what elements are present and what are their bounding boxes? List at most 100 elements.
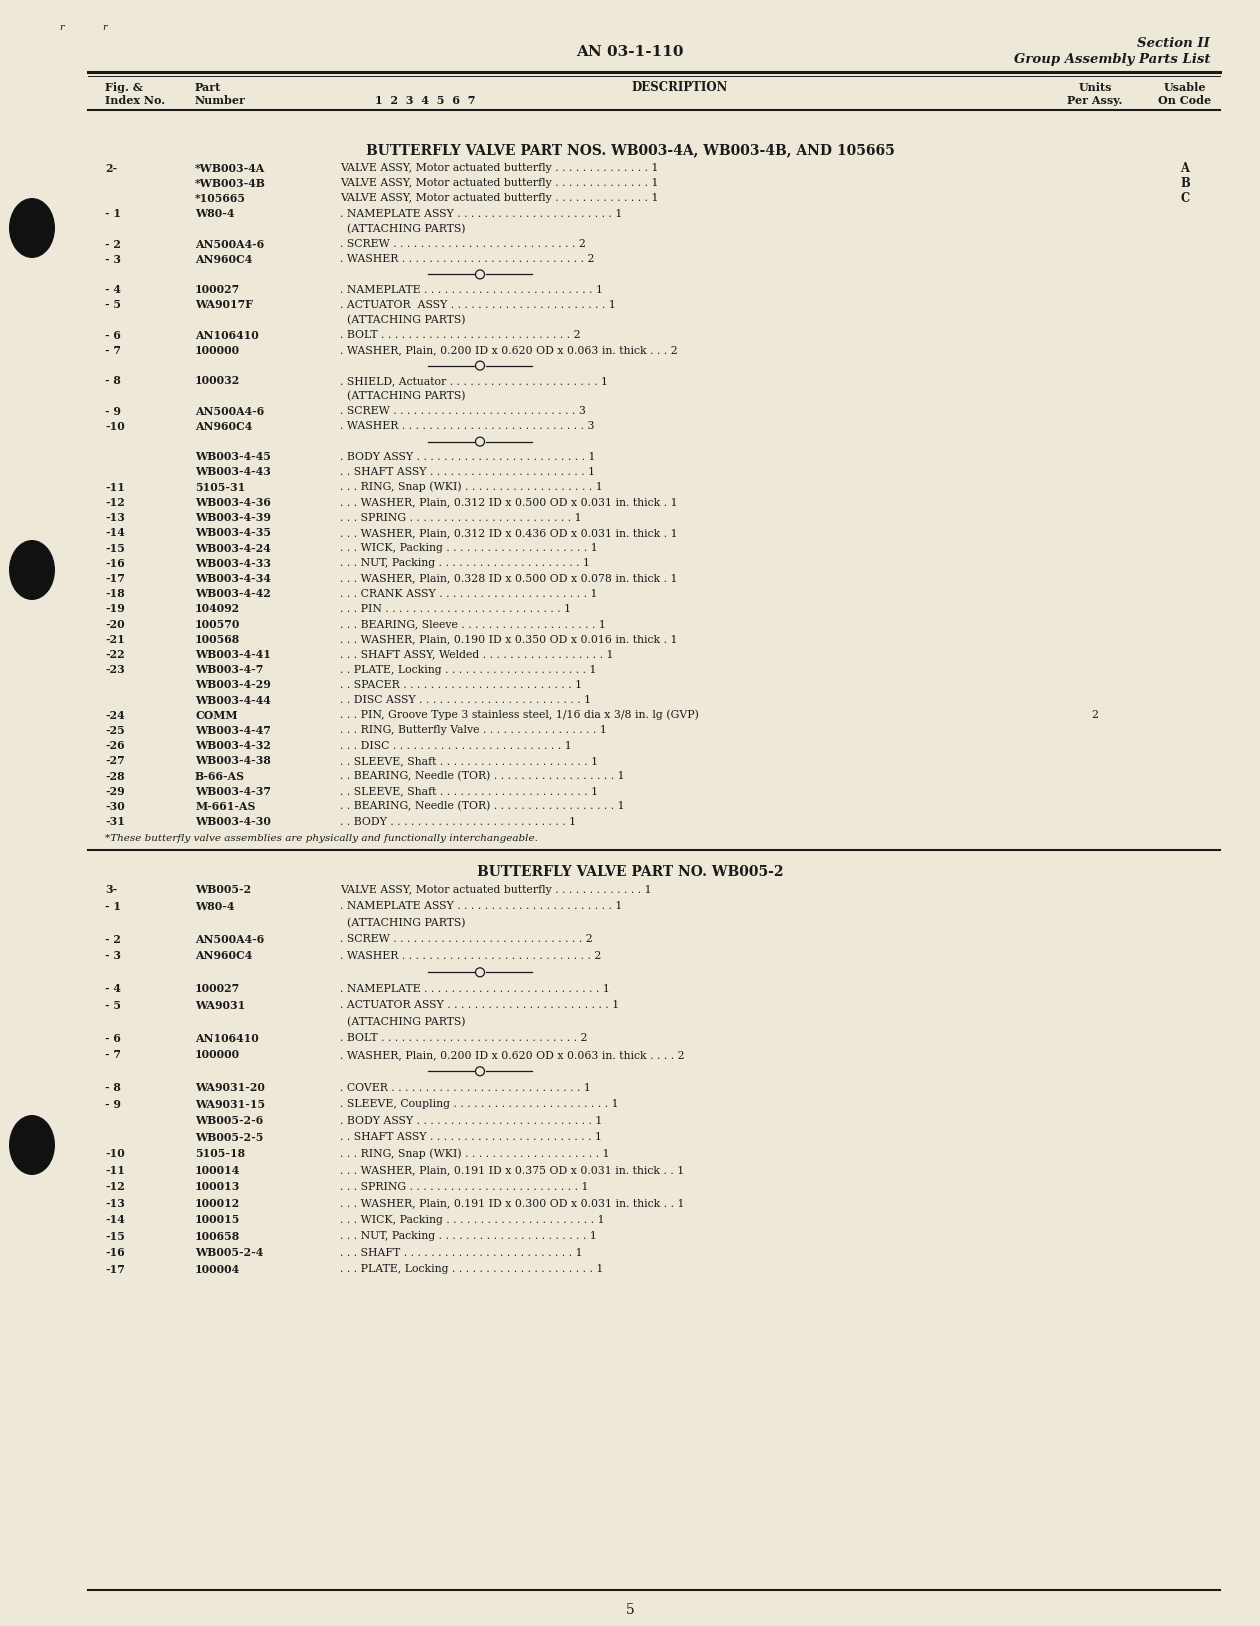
Text: . SCREW . . . . . . . . . . . . . . . . . . . . . . . . . . . . 2: . SCREW . . . . . . . . . . . . . . . . … <box>340 935 592 945</box>
Text: WB005-2-5: WB005-2-5 <box>195 1132 263 1143</box>
Text: - 6: - 6 <box>105 1033 121 1044</box>
Text: - 2: - 2 <box>105 933 121 945</box>
Text: WB003-4-44: WB003-4-44 <box>195 694 271 706</box>
Text: . . . WASHER, Plain, 0.191 ID x 0.300 OD x 0.031 in. thick . . 1: . . . WASHER, Plain, 0.191 ID x 0.300 OD… <box>340 1198 684 1208</box>
Text: -17: -17 <box>105 1263 125 1275</box>
Text: 100568: 100568 <box>195 634 241 644</box>
Text: BUTTERFLY VALVE PART NO. WB005-2: BUTTERFLY VALVE PART NO. WB005-2 <box>476 865 784 878</box>
Text: . ACTUATOR ASSY . . . . . . . . . . . . . . . . . . . . . . . . 1: . ACTUATOR ASSY . . . . . . . . . . . . … <box>340 1000 619 1010</box>
Text: 100032: 100032 <box>195 376 241 387</box>
Text: (ATTACHING PARTS): (ATTACHING PARTS) <box>340 224 465 234</box>
Text: . NAMEPLATE ASSY . . . . . . . . . . . . . . . . . . . . . . . 1: . NAMEPLATE ASSY . . . . . . . . . . . .… <box>340 901 622 911</box>
Text: . . SPACER . . . . . . . . . . . . . . . . . . . . . . . . . 1: . . SPACER . . . . . . . . . . . . . . .… <box>340 680 582 689</box>
Text: Fig. &: Fig. & <box>105 83 142 94</box>
Text: W80-4: W80-4 <box>195 208 234 220</box>
Text: Section II: Section II <box>1137 37 1210 50</box>
Text: . SCREW . . . . . . . . . . . . . . . . . . . . . . . . . . . 3: . SCREW . . . . . . . . . . . . . . . . … <box>340 406 586 416</box>
Text: . . SHAFT ASSY . . . . . . . . . . . . . . . . . . . . . . . 1: . . SHAFT ASSY . . . . . . . . . . . . .… <box>340 467 595 476</box>
Text: . BOLT . . . . . . . . . . . . . . . . . . . . . . . . . . . . 2: . BOLT . . . . . . . . . . . . . . . . .… <box>340 330 581 340</box>
Text: -17: -17 <box>105 572 125 584</box>
Text: . SCREW . . . . . . . . . . . . . . . . . . . . . . . . . . . 2: . SCREW . . . . . . . . . . . . . . . . … <box>340 239 586 249</box>
Text: 100027: 100027 <box>195 984 241 995</box>
Text: *105665: *105665 <box>195 193 246 203</box>
Text: AN500A4-6: AN500A4-6 <box>195 239 265 249</box>
Text: . . . RING, Snap (WKI) . . . . . . . . . . . . . . . . . . . . 1: . . . RING, Snap (WKI) . . . . . . . . .… <box>340 1148 610 1159</box>
Text: W80-4: W80-4 <box>195 901 234 912</box>
Text: WB003-4-38: WB003-4-38 <box>195 756 271 766</box>
Text: AN960C4: AN960C4 <box>195 421 252 433</box>
Text: . . BEARING, Needle (TOR) . . . . . . . . . . . . . . . . . . 1: . . BEARING, Needle (TOR) . . . . . . . … <box>340 802 625 811</box>
Text: WB003-4-39: WB003-4-39 <box>195 512 271 524</box>
Text: -28: -28 <box>105 771 125 782</box>
Text: . . . RING, Snap (WKI) . . . . . . . . . . . . . . . . . . . 1: . . . RING, Snap (WKI) . . . . . . . . .… <box>340 481 602 493</box>
Text: BUTTERFLY VALVE PART NOS. WB003-4A, WB003-4B, AND 105665: BUTTERFLY VALVE PART NOS. WB003-4A, WB00… <box>365 143 895 158</box>
Text: -31: -31 <box>105 816 125 828</box>
Text: 100000: 100000 <box>195 345 241 356</box>
Text: B: B <box>1181 177 1189 190</box>
Text: AN960C4: AN960C4 <box>195 254 252 265</box>
Text: VALVE ASSY, Motor actuated butterfly . . . . . . . . . . . . . . 1: VALVE ASSY, Motor actuated butterfly . .… <box>340 179 659 189</box>
Text: -11: -11 <box>105 481 125 493</box>
Text: -23: -23 <box>105 663 125 675</box>
Text: WB003-4-47: WB003-4-47 <box>195 725 271 737</box>
Text: *These butterfly valve assemblies are physically and functionally interchangeabl: *These butterfly valve assemblies are ph… <box>105 834 538 844</box>
Text: . . . PIN . . . . . . . . . . . . . . . . . . . . . . . . . . 1: . . . PIN . . . . . . . . . . . . . . . … <box>340 603 571 613</box>
Text: -16: -16 <box>105 1247 125 1259</box>
Text: M-661-AS: M-661-AS <box>195 802 256 811</box>
Text: . WASHER . . . . . . . . . . . . . . . . . . . . . . . . . . . . 2: . WASHER . . . . . . . . . . . . . . . .… <box>340 951 601 961</box>
Text: Usable: Usable <box>1164 83 1206 94</box>
Text: . . . NUT, Packing . . . . . . . . . . . . . . . . . . . . . . 1: . . . NUT, Packing . . . . . . . . . . .… <box>340 1231 597 1241</box>
Text: A: A <box>1181 161 1189 174</box>
Text: AN960C4: AN960C4 <box>195 950 252 961</box>
Text: (ATTACHING PARTS): (ATTACHING PARTS) <box>340 315 465 325</box>
Text: . SHIELD, Actuator . . . . . . . . . . . . . . . . . . . . . . 1: . SHIELD, Actuator . . . . . . . . . . .… <box>340 376 609 385</box>
Text: . . PLATE, Locking . . . . . . . . . . . . . . . . . . . . . 1: . . PLATE, Locking . . . . . . . . . . .… <box>340 665 596 675</box>
Text: . . BODY . . . . . . . . . . . . . . . . . . . . . . . . . . 1: . . BODY . . . . . . . . . . . . . . . .… <box>340 816 576 826</box>
Text: -13: -13 <box>105 512 125 524</box>
Text: . SLEEVE, Coupling . . . . . . . . . . . . . . . . . . . . . . . 1: . SLEEVE, Coupling . . . . . . . . . . .… <box>340 1099 619 1109</box>
Text: B-66-AS: B-66-AS <box>195 771 244 782</box>
Text: (ATTACHING PARTS): (ATTACHING PARTS) <box>340 1016 465 1028</box>
Text: (ATTACHING PARTS): (ATTACHING PARTS) <box>340 390 465 402</box>
Text: -24: -24 <box>105 709 125 720</box>
Text: . BOLT . . . . . . . . . . . . . . . . . . . . . . . . . . . . . 2: . BOLT . . . . . . . . . . . . . . . . .… <box>340 1033 587 1044</box>
Text: . . . DISC . . . . . . . . . . . . . . . . . . . . . . . . . 1: . . . DISC . . . . . . . . . . . . . . .… <box>340 740 572 751</box>
Text: . NAMEPLATE ASSY . . . . . . . . . . . . . . . . . . . . . . . 1: . NAMEPLATE ASSY . . . . . . . . . . . .… <box>340 208 622 218</box>
Text: . . . PLATE, Locking . . . . . . . . . . . . . . . . . . . . . 1: . . . PLATE, Locking . . . . . . . . . .… <box>340 1265 604 1275</box>
Text: . COVER . . . . . . . . . . . . . . . . . . . . . . . . . . . . 1: . COVER . . . . . . . . . . . . . . . . … <box>340 1083 591 1093</box>
Text: . NAMEPLATE . . . . . . . . . . . . . . . . . . . . . . . . . 1: . NAMEPLATE . . . . . . . . . . . . . . … <box>340 285 604 294</box>
Text: WB003-4-36: WB003-4-36 <box>195 498 271 507</box>
Text: -30: -30 <box>105 802 125 811</box>
Text: 3-: 3- <box>105 885 117 896</box>
Text: - 4: - 4 <box>105 285 121 294</box>
Text: WB003-4-24: WB003-4-24 <box>195 543 271 553</box>
Text: (ATTACHING PARTS): (ATTACHING PARTS) <box>340 917 465 928</box>
Text: WB003-4-32: WB003-4-32 <box>195 740 271 751</box>
Text: Number: Number <box>195 96 246 106</box>
Text: . BODY ASSY . . . . . . . . . . . . . . . . . . . . . . . . . . 1: . BODY ASSY . . . . . . . . . . . . . . … <box>340 1115 602 1125</box>
Text: -16: -16 <box>105 558 125 569</box>
Text: Index No.: Index No. <box>105 96 165 106</box>
Text: 100015: 100015 <box>195 1215 241 1226</box>
Text: - 1: - 1 <box>105 901 121 912</box>
Text: -29: -29 <box>105 785 125 797</box>
Text: 100014: 100014 <box>195 1164 241 1176</box>
Text: - 1: - 1 <box>105 208 121 220</box>
Text: 100013: 100013 <box>195 1182 241 1192</box>
Text: . WASHER . . . . . . . . . . . . . . . . . . . . . . . . . . . 2: . WASHER . . . . . . . . . . . . . . . .… <box>340 254 595 263</box>
Text: -18: -18 <box>105 589 125 598</box>
Text: -10: -10 <box>105 421 125 433</box>
Text: WB005-2-6: WB005-2-6 <box>195 1115 263 1127</box>
Text: *WB003-4B: *WB003-4B <box>195 177 266 189</box>
Text: Per Assy.: Per Assy. <box>1067 96 1123 106</box>
Text: -26: -26 <box>105 740 125 751</box>
Text: - 5: - 5 <box>105 299 121 311</box>
Text: AN 03-1-110: AN 03-1-110 <box>576 46 684 59</box>
Text: AN500A4-6: AN500A4-6 <box>195 933 265 945</box>
Ellipse shape <box>9 1115 55 1176</box>
Text: . . . WICK, Packing . . . . . . . . . . . . . . . . . . . . . 1: . . . WICK, Packing . . . . . . . . . . … <box>340 543 597 553</box>
Text: -15: -15 <box>105 1231 125 1242</box>
Text: . . . WICK, Packing . . . . . . . . . . . . . . . . . . . . . . 1: . . . WICK, Packing . . . . . . . . . . … <box>340 1215 605 1224</box>
Text: WB003-4-37: WB003-4-37 <box>195 785 271 797</box>
Text: . . . CRANK ASSY . . . . . . . . . . . . . . . . . . . . . . 1: . . . CRANK ASSY . . . . . . . . . . . .… <box>340 589 597 598</box>
